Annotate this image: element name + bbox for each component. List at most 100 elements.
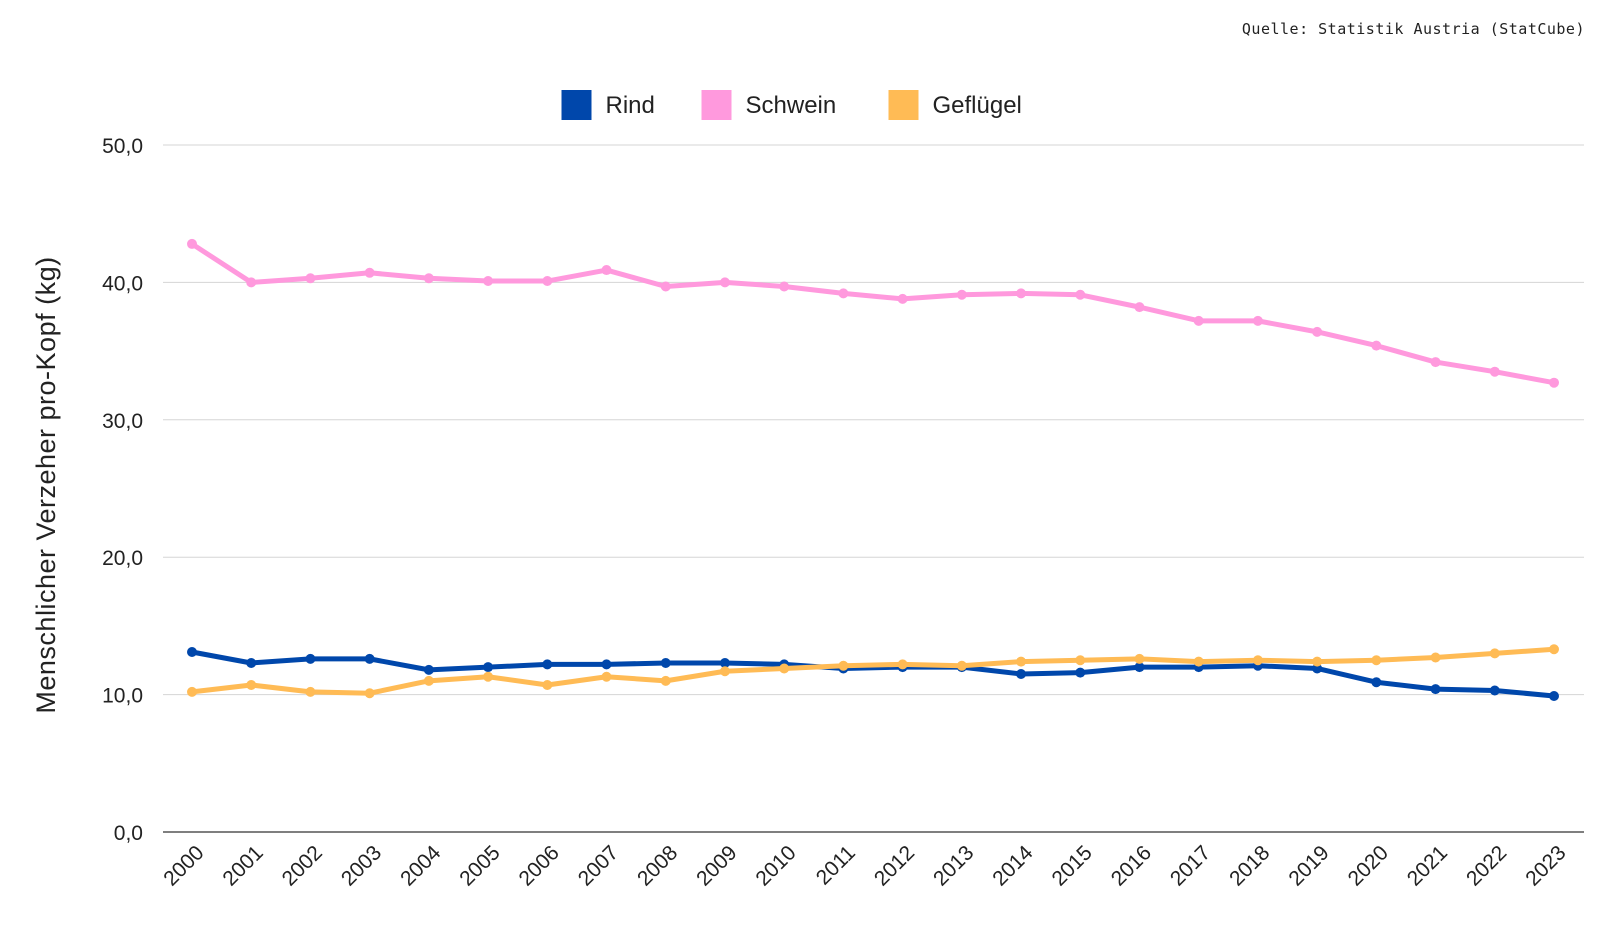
data-point [1489,685,1500,696]
data-point [1075,667,1086,678]
data-point [601,671,612,682]
legend-swatch [888,90,919,120]
data-point [1549,690,1559,701]
series-line [189,241,1557,386]
data-point [246,679,257,690]
x-tick-label: 2017 [1166,841,1215,890]
data-point [305,686,316,697]
legend-label: Schwein [746,92,837,119]
data-point [1549,377,1559,388]
data-point [246,657,257,668]
data-point [719,666,730,677]
x-tick-label: 2000 [159,841,208,890]
x-tick-label: 2002 [278,841,327,890]
y-tick-label: 50,0 [102,135,143,158]
data-point [660,675,671,686]
gridlines [163,144,1584,833]
data-point [838,288,849,299]
x-tick-label: 2018 [1225,841,1274,890]
data-point [483,276,494,287]
legend: Rind Schwein Geflügel [561,90,1022,120]
data-point [1134,653,1145,664]
data-point [246,277,257,288]
y-tick-label: 20,0 [102,547,143,570]
data-point [1489,648,1500,659]
data-point [1252,655,1263,666]
data-point [364,653,375,664]
x-tick-label: 2022 [1462,841,1511,890]
x-tick-label: 2007 [574,841,623,890]
x-tick-label: 2015 [1047,841,1096,890]
series-line [189,649,1557,699]
data-point [305,273,316,284]
x-tick-label: 2005 [455,841,504,890]
legend-label: Rind [606,92,655,119]
data-point [1075,289,1086,300]
x-tick-label: 2004 [396,841,446,891]
series-gefl-gel [187,644,1559,699]
x-tick-label: 2003 [337,841,386,890]
y-axis-ticks: 0,0 10,0 20,0 30,0 40,0 50,0 [102,135,143,845]
series-schwein [187,238,1559,388]
data-point [542,679,553,690]
data-point [1371,340,1382,351]
series-layer [187,238,1559,701]
y-tick-label: 40,0 [102,272,143,295]
legend-swatch [561,90,592,120]
y-tick-label: 10,0 [102,685,143,708]
data-point [305,653,316,664]
legend-item: Rind [561,90,655,120]
source-note: Quelle: Statistik Austria (StatCube) [1242,20,1585,38]
x-tick-label: 2013 [929,841,978,890]
data-point [1016,656,1027,667]
data-point [897,659,908,670]
data-point [423,664,434,675]
data-point [1312,656,1323,667]
data-point [1016,668,1027,679]
data-point [1312,663,1323,674]
data-point [956,660,967,671]
x-tick-label: 2009 [692,841,741,890]
legend-swatch [701,90,732,120]
data-point [542,276,553,287]
data-point [601,265,612,276]
data-point [364,267,375,278]
data-point [660,281,671,292]
data-point [1252,315,1263,326]
data-point [601,659,612,670]
data-point [1430,684,1441,695]
x-tick-label: 2001 [218,841,267,890]
x-tick-label: 2016 [1107,841,1156,890]
data-point [1430,652,1441,663]
data-point [1371,677,1382,688]
data-point [1312,326,1323,337]
data-point [187,238,197,249]
series-rind [187,647,1559,701]
data-point [1430,357,1441,368]
data-point [1489,366,1500,377]
data-point [1134,302,1145,313]
x-tick-label: 2008 [633,841,682,890]
data-point [483,671,494,682]
data-point [779,663,790,674]
data-point [660,657,671,668]
y-tick-label: 30,0 [102,410,143,433]
data-point [719,277,730,288]
data-point [897,293,908,304]
data-point [1193,656,1204,667]
x-tick-label: 2012 [870,841,919,890]
data-point [1193,315,1204,326]
data-point [187,647,197,658]
x-tick-label: 2023 [1521,841,1570,890]
y-tick-label: 0,0 [114,822,143,845]
data-point [364,688,375,699]
data-point [719,657,730,668]
x-axis-ticks: 2000 2001 2002 2003 2004 2005 2006 2007 2008 2009… [159,841,1570,891]
legend-label: Geflügel [933,92,1022,119]
data-point [483,662,494,673]
data-point [423,675,434,686]
x-tick-label: 2020 [1344,841,1393,890]
x-tick-label: 2006 [515,841,564,890]
data-point [779,281,790,292]
